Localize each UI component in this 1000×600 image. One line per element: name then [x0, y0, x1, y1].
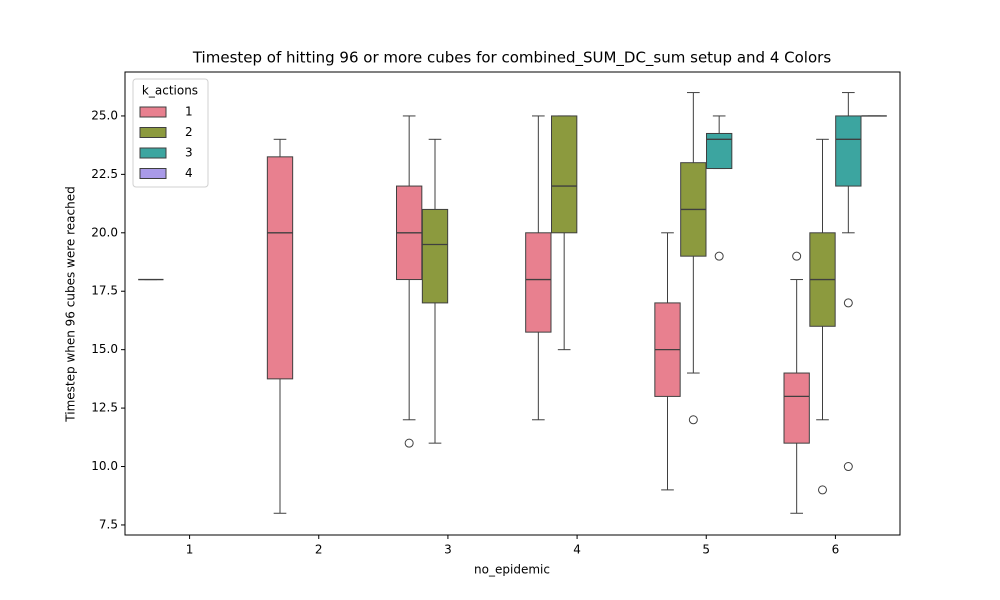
y-tick-label: 15.0 — [91, 342, 118, 356]
box — [783, 372, 810, 444]
outlier — [688, 415, 698, 425]
y-tick-label: 12.5 — [91, 401, 118, 415]
x-tick-label: 5 — [702, 543, 710, 557]
box — [266, 156, 294, 380]
x-tick-label: 3 — [444, 543, 452, 557]
outlier — [843, 298, 853, 308]
x-tick-label: 6 — [832, 543, 840, 557]
legend-swatch — [139, 168, 167, 179]
outlier — [792, 251, 802, 261]
legend-label: 4 — [185, 166, 193, 180]
legend-label: 2 — [185, 125, 193, 139]
y-tick-label: 25.0 — [91, 108, 118, 122]
outlier — [818, 485, 827, 495]
x-tick-label: 4 — [573, 543, 581, 557]
legend-label: 1 — [185, 105, 193, 119]
y-axis-label: Timestep when 96 cubes were reached — [64, 186, 78, 422]
legend-title: k_actions — [142, 84, 198, 98]
y-tick-label: 20.0 — [91, 225, 118, 239]
chart-title: Timestep of hitting 96 or more cubes for… — [192, 49, 831, 68]
legend-swatch — [139, 106, 167, 118]
y-tick-label: 7.5 — [99, 517, 118, 531]
box — [421, 208, 449, 304]
legend-label: 3 — [185, 146, 193, 160]
legend-swatch — [139, 127, 167, 138]
box — [551, 115, 578, 234]
outlier — [843, 462, 853, 472]
legend-frame — [132, 78, 209, 188]
y-tick-label: 10.0 — [91, 459, 118, 473]
x-tick-label: 1 — [186, 543, 194, 557]
outlier — [404, 438, 414, 448]
y-tick-label: 17.5 — [91, 284, 118, 298]
box — [525, 232, 552, 333]
box — [835, 115, 862, 187]
y-tick-label: 22.5 — [91, 167, 118, 181]
legend-swatch — [139, 147, 167, 159]
x-axis-label: no_epidemic — [474, 563, 550, 577]
x-tick-label: 2 — [315, 543, 323, 557]
outlier — [714, 251, 724, 261]
plot-frame — [124, 71, 901, 536]
